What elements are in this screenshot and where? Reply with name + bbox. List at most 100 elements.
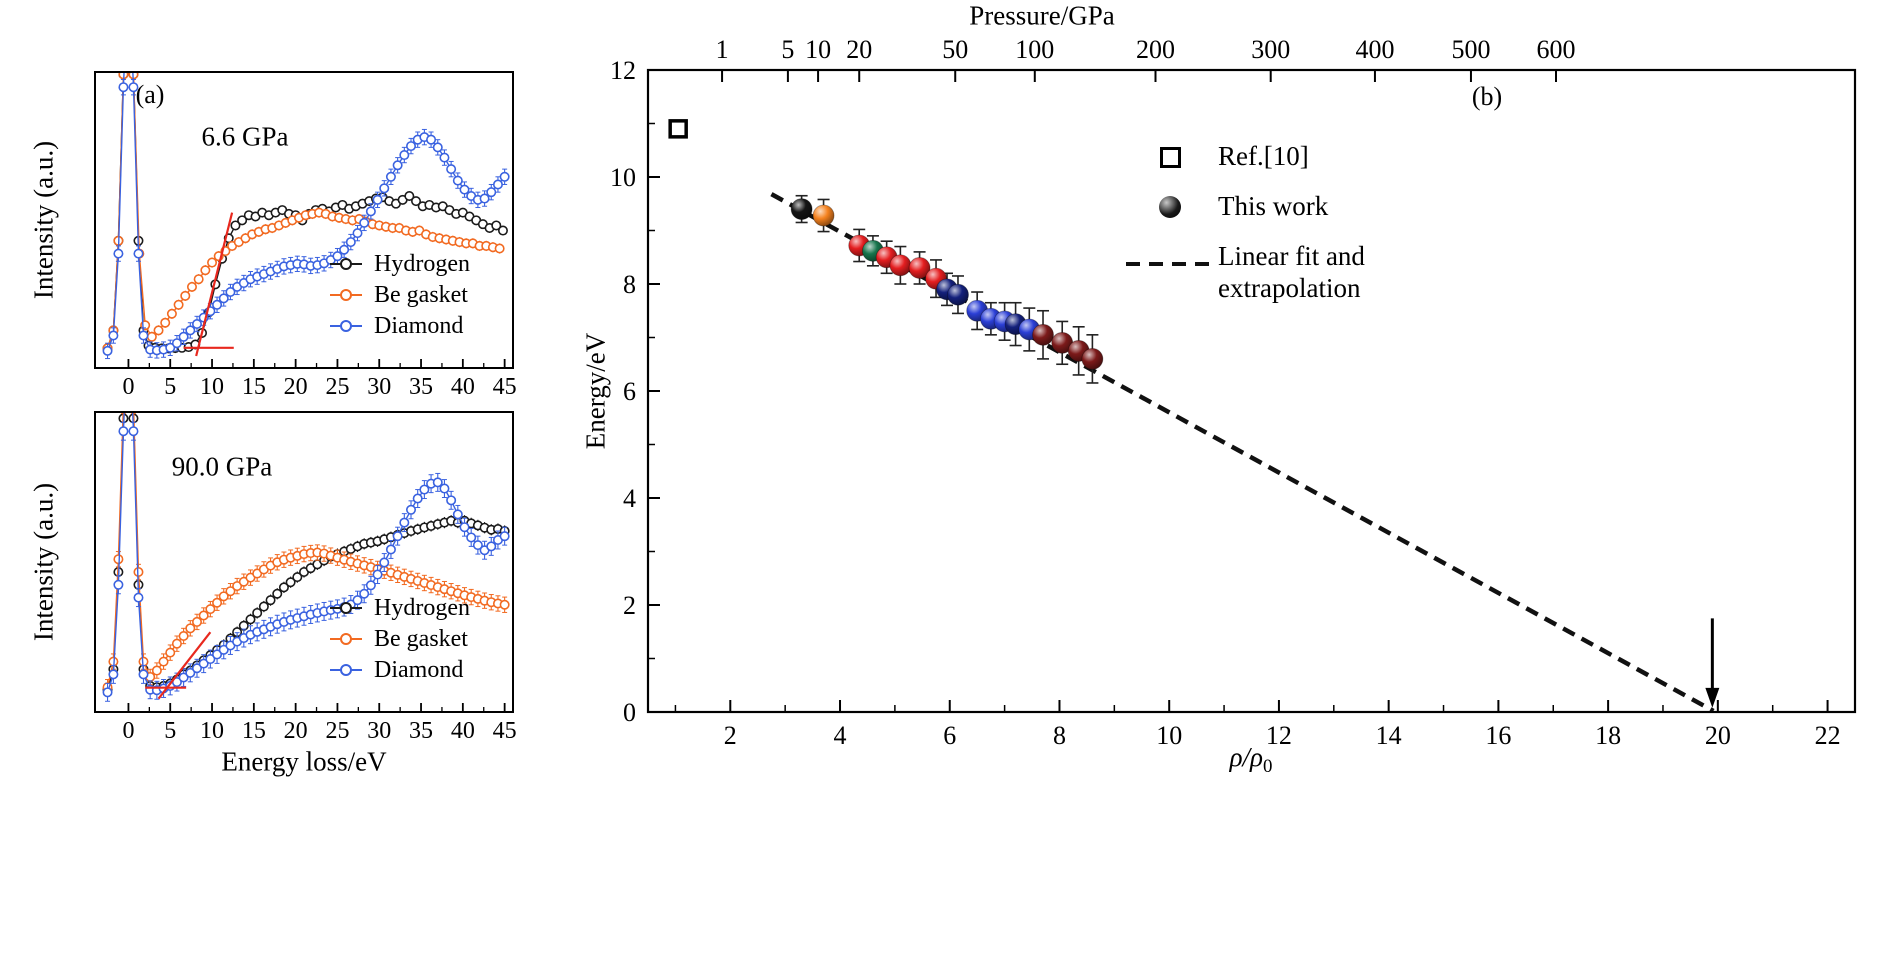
svg-text:4: 4 (834, 721, 847, 750)
legend-item-fit: Linear fit and extrapolation (1122, 240, 1365, 304)
hydrogen-marker-icon (330, 257, 362, 271)
hydrogen-marker-icon (330, 601, 362, 615)
rho-ratio-label: ρ/ρ (1229, 741, 1263, 772)
svg-text:30: 30 (367, 374, 391, 400)
svg-text:10: 10 (805, 35, 831, 64)
svg-text:100: 100 (1015, 35, 1054, 64)
svg-text:6: 6 (623, 377, 636, 406)
y-axis-label-bottom: Intensity (a.u.) (28, 482, 59, 642)
legend-label: Linear fit and extrapolation (1218, 241, 1365, 303)
svg-text:35: 35 (409, 374, 433, 400)
svg-text:45: 45 (493, 718, 517, 744)
svg-text:8: 8 (623, 270, 636, 299)
legend-label: This work (1218, 191, 1329, 221)
spectrum-series (102, 412, 510, 702)
svg-text:6: 6 (943, 721, 956, 750)
diamond-marker-icon (330, 319, 362, 333)
legend-spectrum-top: Hydrogen Be gasket Diamond (330, 250, 470, 339)
svg-text:2: 2 (623, 591, 636, 620)
svg-text:16: 16 (1485, 721, 1511, 750)
top-axis-label: Pressure/GPa (969, 0, 1115, 31)
data-sphere (812, 204, 835, 227)
svg-text:10: 10 (200, 718, 224, 744)
svg-text:5: 5 (164, 374, 176, 400)
svg-text:30: 30 (367, 718, 391, 744)
svg-text:20: 20 (846, 35, 872, 64)
svg-text:14: 14 (1376, 721, 1402, 750)
legend-label: Ref.[10] (1218, 141, 1309, 171)
plot2-title: 90.0 GPa (171, 451, 273, 482)
svg-text:4: 4 (623, 484, 636, 513)
legend-scatter: Ref.[10] This work Linear fit and extrap… (1122, 140, 1365, 304)
legend-label: Hydrogen (374, 250, 470, 277)
svg-text:10: 10 (1156, 721, 1182, 750)
svg-text:200: 200 (1136, 35, 1175, 64)
svg-text:0: 0 (122, 718, 134, 744)
y-axis-label-b: Energy/eV (580, 332, 611, 450)
legend-label: Diamond (374, 312, 464, 339)
data-sphere (790, 198, 813, 221)
data-sphere (947, 283, 969, 306)
be-gasket-marker-icon (330, 632, 362, 646)
svg-text:40: 40 (451, 374, 475, 400)
svg-text:2: 2 (724, 721, 737, 750)
x-axis-label-left: Energy loss/eV (221, 746, 387, 777)
svg-text:600: 600 (1536, 35, 1575, 64)
legend-item-hydrogen: Hydrogen (330, 250, 470, 277)
svg-text:15: 15 (242, 718, 266, 744)
legend-spectrum-bottom: Hydrogen Be gasket Diamond (330, 594, 470, 683)
panel-a-label: (a) (135, 80, 165, 109)
open-square-marker-icon (1159, 146, 1181, 168)
legend-item-hydrogen: Hydrogen (330, 594, 470, 621)
svg-text:8: 8 (1053, 721, 1066, 750)
spectrum-series (102, 72, 510, 360)
rho-ratio-subscript: 0 (1262, 756, 1273, 778)
be-gasket-marker-icon (330, 288, 362, 302)
svg-text:35: 35 (409, 718, 433, 744)
legend-label: Diamond (374, 656, 464, 683)
svg-text:0: 0 (122, 374, 134, 400)
panel-b-label: (b) (1471, 82, 1503, 111)
y-axis-label-top: Intensity (a.u.) (28, 140, 59, 300)
data-sphere (889, 254, 912, 277)
legend-label: Be gasket (374, 625, 468, 652)
legend-item-this-work: This work (1122, 190, 1365, 224)
svg-text:400: 400 (1355, 35, 1394, 64)
svg-text:40: 40 (451, 718, 475, 744)
data-sphere (1032, 323, 1054, 346)
legend-label: Hydrogen (374, 594, 470, 621)
legend-item-ref: Ref.[10] (1122, 140, 1365, 174)
svg-text:12: 12 (610, 56, 636, 85)
diamond-marker-icon (330, 663, 362, 677)
legend-item-diamond: Diamond (330, 656, 470, 683)
sphere-marker-icon (1159, 196, 1181, 218)
legend-item-be-gasket: Be gasket (330, 625, 470, 652)
svg-text:25: 25 (325, 718, 349, 744)
plot1-title: 6.6 GPa (201, 121, 289, 152)
svg-text:500: 500 (1451, 35, 1490, 64)
svg-text:45: 45 (493, 374, 517, 400)
svg-text:5: 5 (781, 35, 794, 64)
svg-text:10: 10 (200, 374, 224, 400)
svg-text:50: 50 (942, 35, 968, 64)
svg-text:20: 20 (284, 374, 308, 400)
dashed-line-marker-icon (1126, 262, 1214, 266)
x-axis-label-b: ρ/ρ0 (1230, 742, 1273, 778)
svg-text:18: 18 (1595, 721, 1621, 750)
svg-text:0: 0 (623, 698, 636, 727)
data-sphere (908, 257, 931, 279)
legend-item-be-gasket: Be gasket (330, 281, 470, 308)
svg-text:12: 12 (1266, 721, 1292, 750)
data-sphere (1081, 347, 1104, 370)
svg-text:20: 20 (1705, 721, 1731, 750)
svg-text:5: 5 (164, 718, 176, 744)
svg-text:20: 20 (284, 718, 308, 744)
legend-label: Be gasket (374, 281, 468, 308)
legend-item-diamond: Diamond (330, 312, 470, 339)
svg-text:15: 15 (242, 374, 266, 400)
svg-text:300: 300 (1251, 35, 1290, 64)
svg-text:22: 22 (1815, 721, 1841, 750)
svg-text:25: 25 (325, 374, 349, 400)
